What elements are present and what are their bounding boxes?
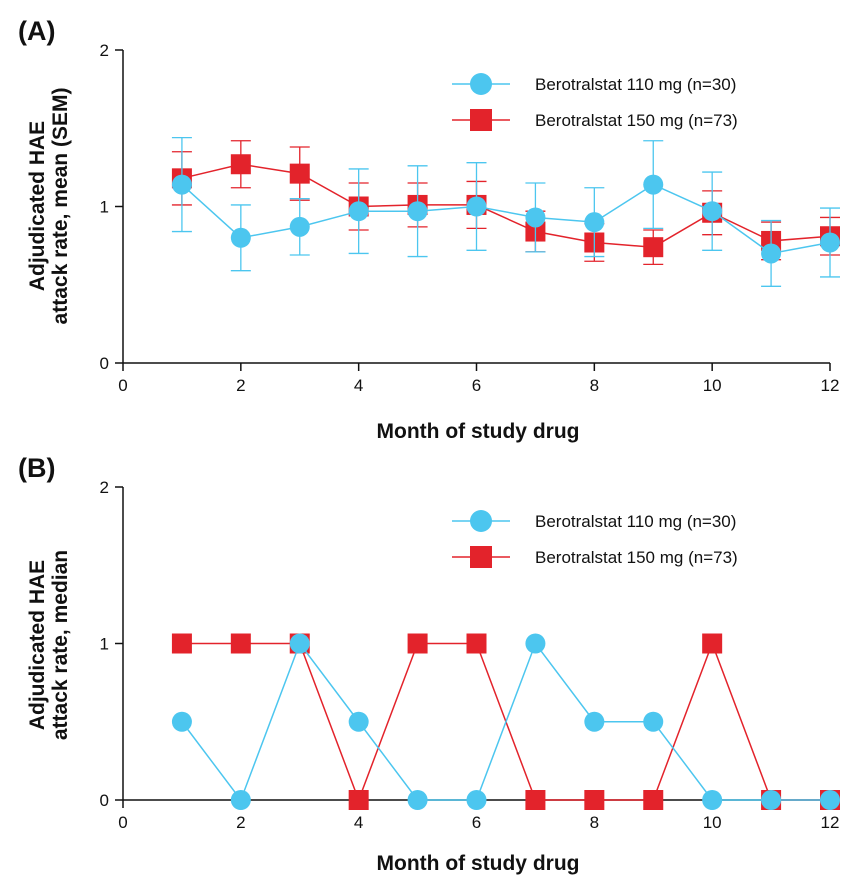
panel-b-x-tick-label: 2 (236, 813, 245, 832)
panel-a-label: (A) (18, 16, 55, 46)
data-point-circle (643, 174, 664, 195)
data-point-square (643, 237, 664, 258)
data-point-square (348, 790, 369, 810)
legend-circle-marker (470, 73, 492, 95)
data-point-circle (348, 711, 369, 732)
data-point-circle (466, 790, 487, 810)
series-line (181, 163, 831, 248)
legend-label: Berotralstat 110 mg (n=30) (535, 75, 736, 94)
data-point-circle (407, 201, 428, 222)
panel-b-x-tick-label: 8 (590, 813, 599, 832)
legend-circle-marker (470, 510, 492, 532)
data-point-circle (761, 243, 782, 264)
data-point-circle (289, 633, 310, 654)
panel-a-x-tick-label: 2 (236, 376, 245, 395)
panel-a-x-tick-label: 12 (821, 376, 840, 395)
data-point-circle (348, 201, 369, 222)
legend-label: Berotralstat 150 mg (n=73) (535, 111, 738, 130)
panel-a-ylabel-line2: attack rate, mean (SEM) (49, 88, 72, 325)
data-point-circle (761, 790, 782, 810)
data-point-circle (820, 790, 840, 810)
data-point-square (289, 163, 310, 184)
panel-a-x-tick-label: 8 (590, 376, 599, 395)
data-point-square (525, 790, 546, 810)
panel-b-x-tick-label: 6 (472, 813, 481, 832)
data-point-square (230, 633, 251, 654)
data-point-circle (702, 201, 723, 222)
data-point-square (230, 154, 251, 175)
panel-a-x-tick-label: 6 (472, 376, 481, 395)
data-point-circle (230, 790, 251, 810)
data-point-square (584, 790, 605, 810)
data-point-circle (407, 790, 428, 810)
data-point-circle (525, 633, 546, 654)
panel-a-x-tick-label: 4 (354, 376, 363, 395)
data-point-circle (171, 711, 192, 732)
panel-b-x-tick-label: 12 (821, 813, 840, 832)
legend-square-marker (470, 109, 492, 131)
panel-a-y-tick-label: 2 (100, 41, 109, 60)
panel-a-y-tick-label: 0 (100, 354, 109, 373)
data-point-square (407, 633, 428, 654)
panel-b-x-tick-label: 0 (118, 813, 127, 832)
panel-b-y-tick-label: 0 (100, 791, 109, 810)
data-point-square (466, 633, 487, 654)
panel-a-series-110mg (171, 136, 840, 287)
data-point-square (702, 633, 723, 654)
data-point-circle (171, 174, 192, 195)
data-point-circle (820, 232, 840, 253)
panel-b-y-tick-label: 1 (100, 635, 109, 654)
panel-b-series-110mg (171, 633, 840, 810)
panel-b-xlabel: Month of study drug (377, 852, 580, 875)
panel-b-x-tick-label: 10 (703, 813, 722, 832)
panel-a-ylabel-line1: Adjudicated HAE (26, 121, 49, 291)
panel-b-legend: Berotralstat 110 mg (n=30) Berotralstat 1… (452, 510, 738, 568)
panel-b-y-tick-label: 2 (100, 478, 109, 497)
data-point-circle (525, 207, 546, 228)
data-point-circle (466, 196, 487, 217)
panel-a-x-tick-label: 10 (703, 376, 722, 395)
panel-b-ylabel-line1: Adjudicated HAE (26, 560, 49, 730)
data-point-circle (702, 790, 723, 810)
panel-b-ylabel-line2: attack rate, median (49, 550, 72, 740)
legend-label: Berotralstat 150 mg (n=73) (535, 548, 738, 567)
data-point-circle (230, 227, 251, 248)
panel-b-label: (B) (18, 453, 55, 483)
series-line (181, 641, 830, 802)
panel-a-legend: Berotralstat 110 mg (n=30) Berotralstat 1… (452, 73, 738, 131)
legend-square-marker (470, 546, 492, 568)
data-point-circle (643, 711, 664, 732)
panel-a-series-150mg (171, 140, 840, 266)
data-point-circle (584, 711, 605, 732)
panel-b-ylabel: Adjudicated HAE attack rate, median (26, 550, 72, 740)
panel-b-x-tick-label: 4 (354, 813, 363, 832)
legend-label: Berotralstat 110 mg (n=30) (535, 512, 736, 531)
data-point-circle (289, 216, 310, 237)
panel-a-y-tick-label: 1 (100, 198, 109, 217)
data-point-square (643, 790, 664, 810)
data-point-circle (584, 212, 605, 233)
panel-a-xlabel: Month of study drug (377, 420, 580, 443)
panel-a-x-tick-label: 0 (118, 376, 127, 395)
data-point-square (171, 633, 192, 654)
panel-a-ylabel: Adjudicated HAE attack rate, mean (SEM) (26, 88, 72, 325)
